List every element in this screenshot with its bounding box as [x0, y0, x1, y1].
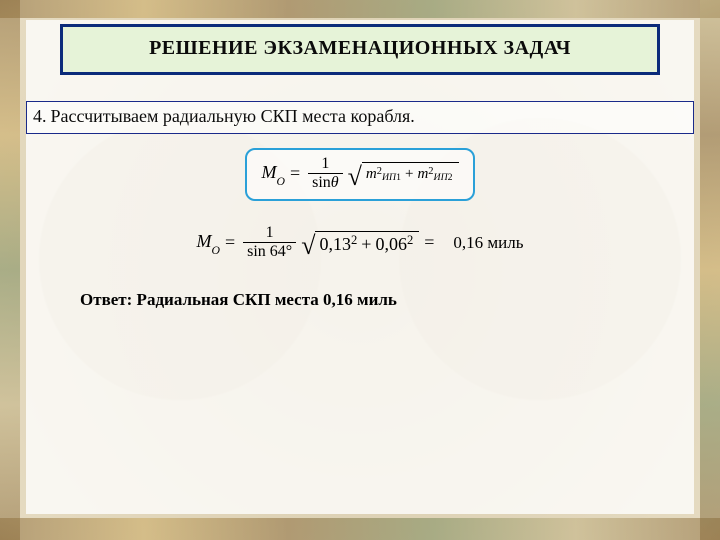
- f2-v1-sup: 2: [351, 233, 357, 248]
- formula-general: MO = 1 sinθ √ m2ИП1 + m2ИП2: [261, 156, 458, 191]
- f2-eq: =: [225, 232, 235, 253]
- f2-sqrt: √ 0,132 + 0,062: [301, 231, 419, 255]
- formula-numeric-row: MO = 1 sin 64° √ 0,132 + 0,062 = 0,16 ми…: [26, 225, 694, 260]
- f2-den-unit: °: [286, 243, 292, 260]
- step-box: 4. Рассчитываем радиальную СКП места кор…: [26, 101, 694, 134]
- decorative-border-bottom: [0, 518, 720, 540]
- answer-line: Ответ: Радиальная СКП места 0,16 миль: [80, 290, 694, 310]
- f1-plus: +: [405, 166, 413, 183]
- f2-v2: 0,06: [375, 234, 407, 255]
- radical-icon: √: [348, 165, 362, 188]
- f1-m1-sub: ИП: [382, 172, 396, 183]
- f2-fraction: 1 sin 64°: [243, 225, 296, 260]
- f2-lhs-sub: O: [212, 244, 220, 257]
- page-title: РЕШЕНИЕ ЭКЗАМЕНАЦИОННЫХ ЗАДАЧ: [71, 37, 649, 60]
- f2-num: 1: [262, 225, 278, 242]
- f2-den-sin: sin: [247, 243, 266, 260]
- step-number: 4.: [33, 106, 47, 126]
- decorative-border-top: [0, 0, 720, 18]
- f1-m2-sub: ИП: [434, 172, 448, 183]
- f1-num: 1: [317, 156, 333, 173]
- f1-lhs-sub: O: [276, 175, 284, 188]
- f1-lhs: M: [261, 162, 276, 182]
- step-text: Рассчитываем радиальную СКП места корабл…: [51, 106, 415, 126]
- decorative-border-right: [700, 0, 720, 540]
- f1-m2-sub2: 2: [448, 172, 453, 183]
- decorative-border-left: [0, 0, 20, 540]
- f1-m1-sub2: 1: [396, 172, 401, 183]
- f1-fraction: 1 sinθ: [308, 156, 343, 191]
- radical-icon: √: [301, 234, 315, 258]
- f2-den-val: 64: [270, 243, 286, 260]
- content-panel: РЕШЕНИЕ ЭКЗАМЕНАЦИОННЫХ ЗАДАЧ 4. Рассчит…: [26, 20, 694, 514]
- f2-eq2: =: [424, 232, 434, 253]
- f2-plus: +: [361, 234, 371, 255]
- f1-den-sin: sin: [312, 174, 331, 191]
- formula-general-box: MO = 1 sinθ √ m2ИП1 + m2ИП2: [245, 148, 474, 201]
- f1-sqrt: √ m2ИП1 + m2ИП2: [348, 162, 459, 185]
- f2-v2-sup: 2: [407, 233, 413, 248]
- f1-eq: =: [290, 163, 300, 184]
- f2-lhs: M: [197, 231, 212, 251]
- f1-den-theta: θ: [331, 174, 339, 191]
- computed-result: 0,16 миль: [453, 233, 523, 253]
- f2-v1: 0,13: [319, 234, 351, 255]
- f1-m1: m: [366, 166, 377, 183]
- formula-general-wrap: MO = 1 sinθ √ m2ИП1 + m2ИП2: [26, 148, 694, 201]
- title-box: РЕШЕНИЕ ЭКЗАМЕНАЦИОННЫХ ЗАДАЧ: [60, 24, 660, 75]
- f1-m2: m: [417, 166, 428, 183]
- formula-numeric: MO = 1 sin 64° √ 0,132 + 0,062 =: [197, 225, 440, 260]
